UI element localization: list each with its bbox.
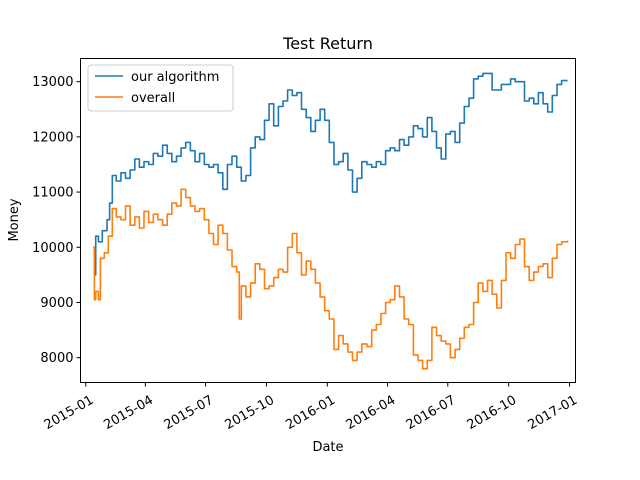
- series-line-1: [93, 188, 569, 370]
- y-tick-label: 13000: [32, 75, 73, 90]
- y-axis-label: Money: [7, 198, 22, 241]
- y-tick-label: 10000: [32, 241, 73, 256]
- legend-label: our algorithm: [131, 70, 219, 85]
- y-tick-label: 12000: [32, 130, 73, 145]
- y-axis-ticks: 8000 9000 10000 11000 12000 13000: [32, 75, 81, 366]
- chart-title: Test Return: [282, 34, 373, 53]
- y-tick-label: 9000: [40, 296, 73, 311]
- plot-lines: [93, 72, 569, 370]
- plot-frame: [80, 58, 576, 383]
- series-line-0: [93, 72, 568, 276]
- y-tick-label: 11000: [32, 186, 73, 201]
- x-axis-label: Date: [312, 440, 343, 455]
- y-tick-label: 8000: [40, 351, 73, 366]
- legend-label: overall: [131, 91, 175, 106]
- legend: our algorithm overall: [87, 64, 234, 112]
- legend-box: [87, 64, 234, 112]
